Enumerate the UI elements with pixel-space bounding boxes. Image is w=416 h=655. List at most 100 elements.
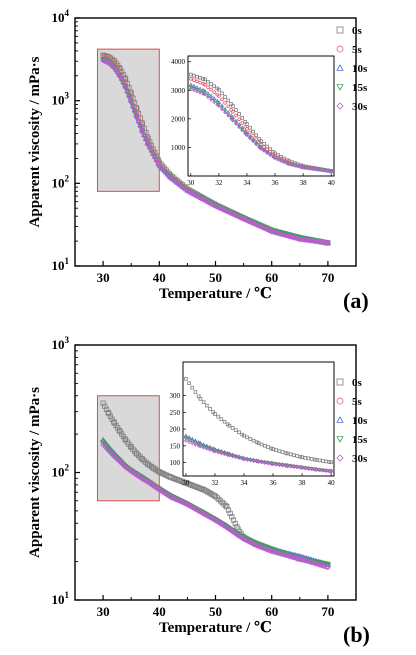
legend-entry: 30s — [352, 453, 368, 465]
data-point — [313, 561, 320, 567]
x-axis-label: Temperature / ℃ — [159, 286, 272, 302]
inset-data-point — [205, 95, 210, 100]
x-tick-label: 60 — [265, 270, 278, 285]
inset-data-point — [202, 92, 207, 97]
legend-marker — [336, 102, 344, 110]
inset-data-point — [316, 167, 321, 172]
data-point — [252, 542, 258, 548]
data-point — [272, 229, 278, 236]
data-point — [285, 233, 292, 240]
inset-data-point — [208, 447, 212, 452]
inset-data-point — [245, 457, 250, 462]
data-point — [126, 88, 132, 95]
inset-data-point — [268, 153, 273, 158]
inset-data-point — [197, 89, 203, 94]
y-tick-base: 10 — [52, 258, 65, 273]
inset-data-point — [317, 468, 322, 473]
data-point — [290, 554, 297, 561]
inset-y-tick-label: 300 — [170, 392, 181, 400]
data-point — [287, 553, 294, 560]
data-point — [324, 240, 330, 246]
inset-data-point — [212, 90, 216, 94]
legend-marker — [336, 64, 344, 71]
legend-entry: 5s — [352, 44, 363, 56]
inset-data-point — [245, 127, 249, 131]
inset-data-point — [303, 466, 308, 471]
inset-data-point — [209, 97, 213, 102]
inset-x-tick-label: 32 — [215, 179, 223, 187]
data-point — [191, 483, 197, 489]
data-point — [270, 549, 277, 555]
inset-data-point — [233, 455, 238, 460]
inset-data-point — [237, 456, 242, 460]
data-point — [194, 484, 201, 490]
inset-data-point — [279, 158, 284, 163]
data-point — [216, 496, 222, 503]
data-point — [227, 510, 233, 516]
data-point — [102, 403, 108, 409]
inset-data-point — [213, 412, 217, 416]
inset-series-0s — [184, 376, 333, 465]
data-point — [262, 546, 268, 552]
inset-data-point — [243, 131, 248, 136]
inset-data-point — [259, 146, 263, 151]
data-point — [130, 104, 136, 110]
x-axis-label: Temperature / ℃ — [159, 620, 272, 636]
inset-data-point — [314, 467, 319, 472]
data-point — [230, 517, 237, 523]
inset-y-tick-label: 4000 — [171, 58, 186, 66]
series-group — [100, 52, 331, 246]
x-tick-label: 40 — [153, 270, 166, 285]
inset-x-tick-label: 30 — [187, 179, 195, 187]
data-point — [302, 237, 308, 243]
highlight-box — [96, 48, 160, 192]
inset-data-point — [192, 78, 196, 82]
inset-data-point — [226, 98, 230, 103]
y-tick-base: 10 — [52, 592, 65, 607]
data-point — [287, 233, 294, 240]
data-point — [199, 486, 206, 492]
inset-data-point — [259, 460, 264, 465]
inset-data-point — [229, 116, 234, 121]
data-point — [282, 232, 288, 239]
inset-data-point — [237, 117, 241, 122]
inset-data-point — [231, 109, 235, 114]
inset-data-point — [212, 449, 217, 454]
data-point — [196, 485, 202, 491]
y-tick-label: 103 — [52, 91, 70, 108]
legend-entry: 10s — [352, 63, 368, 75]
data-point — [178, 478, 184, 484]
data-point — [265, 547, 272, 553]
inset-data-point — [322, 168, 327, 173]
data-point — [318, 239, 325, 245]
data-point — [325, 564, 331, 571]
inset-data-point — [227, 453, 232, 458]
data-point — [156, 469, 162, 475]
y-tick-exponent: 2 — [65, 173, 70, 183]
data-point — [275, 230, 282, 237]
legend-entry: 10s — [352, 415, 368, 427]
inset-x-tick-label: 40 — [328, 479, 336, 487]
data-point — [253, 542, 260, 549]
data-point — [275, 550, 282, 557]
inset-data-point — [187, 438, 192, 443]
data-point — [100, 436, 106, 443]
inset-data-point — [223, 101, 227, 105]
inset-y-tick-label: 1000 — [171, 144, 186, 152]
y-tick-exponent: 4 — [65, 8, 70, 18]
data-point — [134, 115, 140, 121]
inset-x-tick-label: 36 — [270, 479, 278, 487]
legend: 0s 5s 10s 15s 30s — [336, 25, 368, 113]
inset-data-point — [309, 467, 314, 472]
inset-data-point — [306, 466, 311, 471]
data-point — [258, 544, 265, 551]
inset-data-point — [188, 82, 193, 87]
data-point — [155, 161, 161, 167]
inset-series-30s — [183, 438, 334, 474]
inset-data-point — [301, 165, 306, 170]
data-point — [189, 482, 196, 489]
y-tick-label: 101 — [52, 256, 70, 273]
inset-data-point — [251, 129, 255, 134]
inset-data-point — [188, 85, 193, 90]
